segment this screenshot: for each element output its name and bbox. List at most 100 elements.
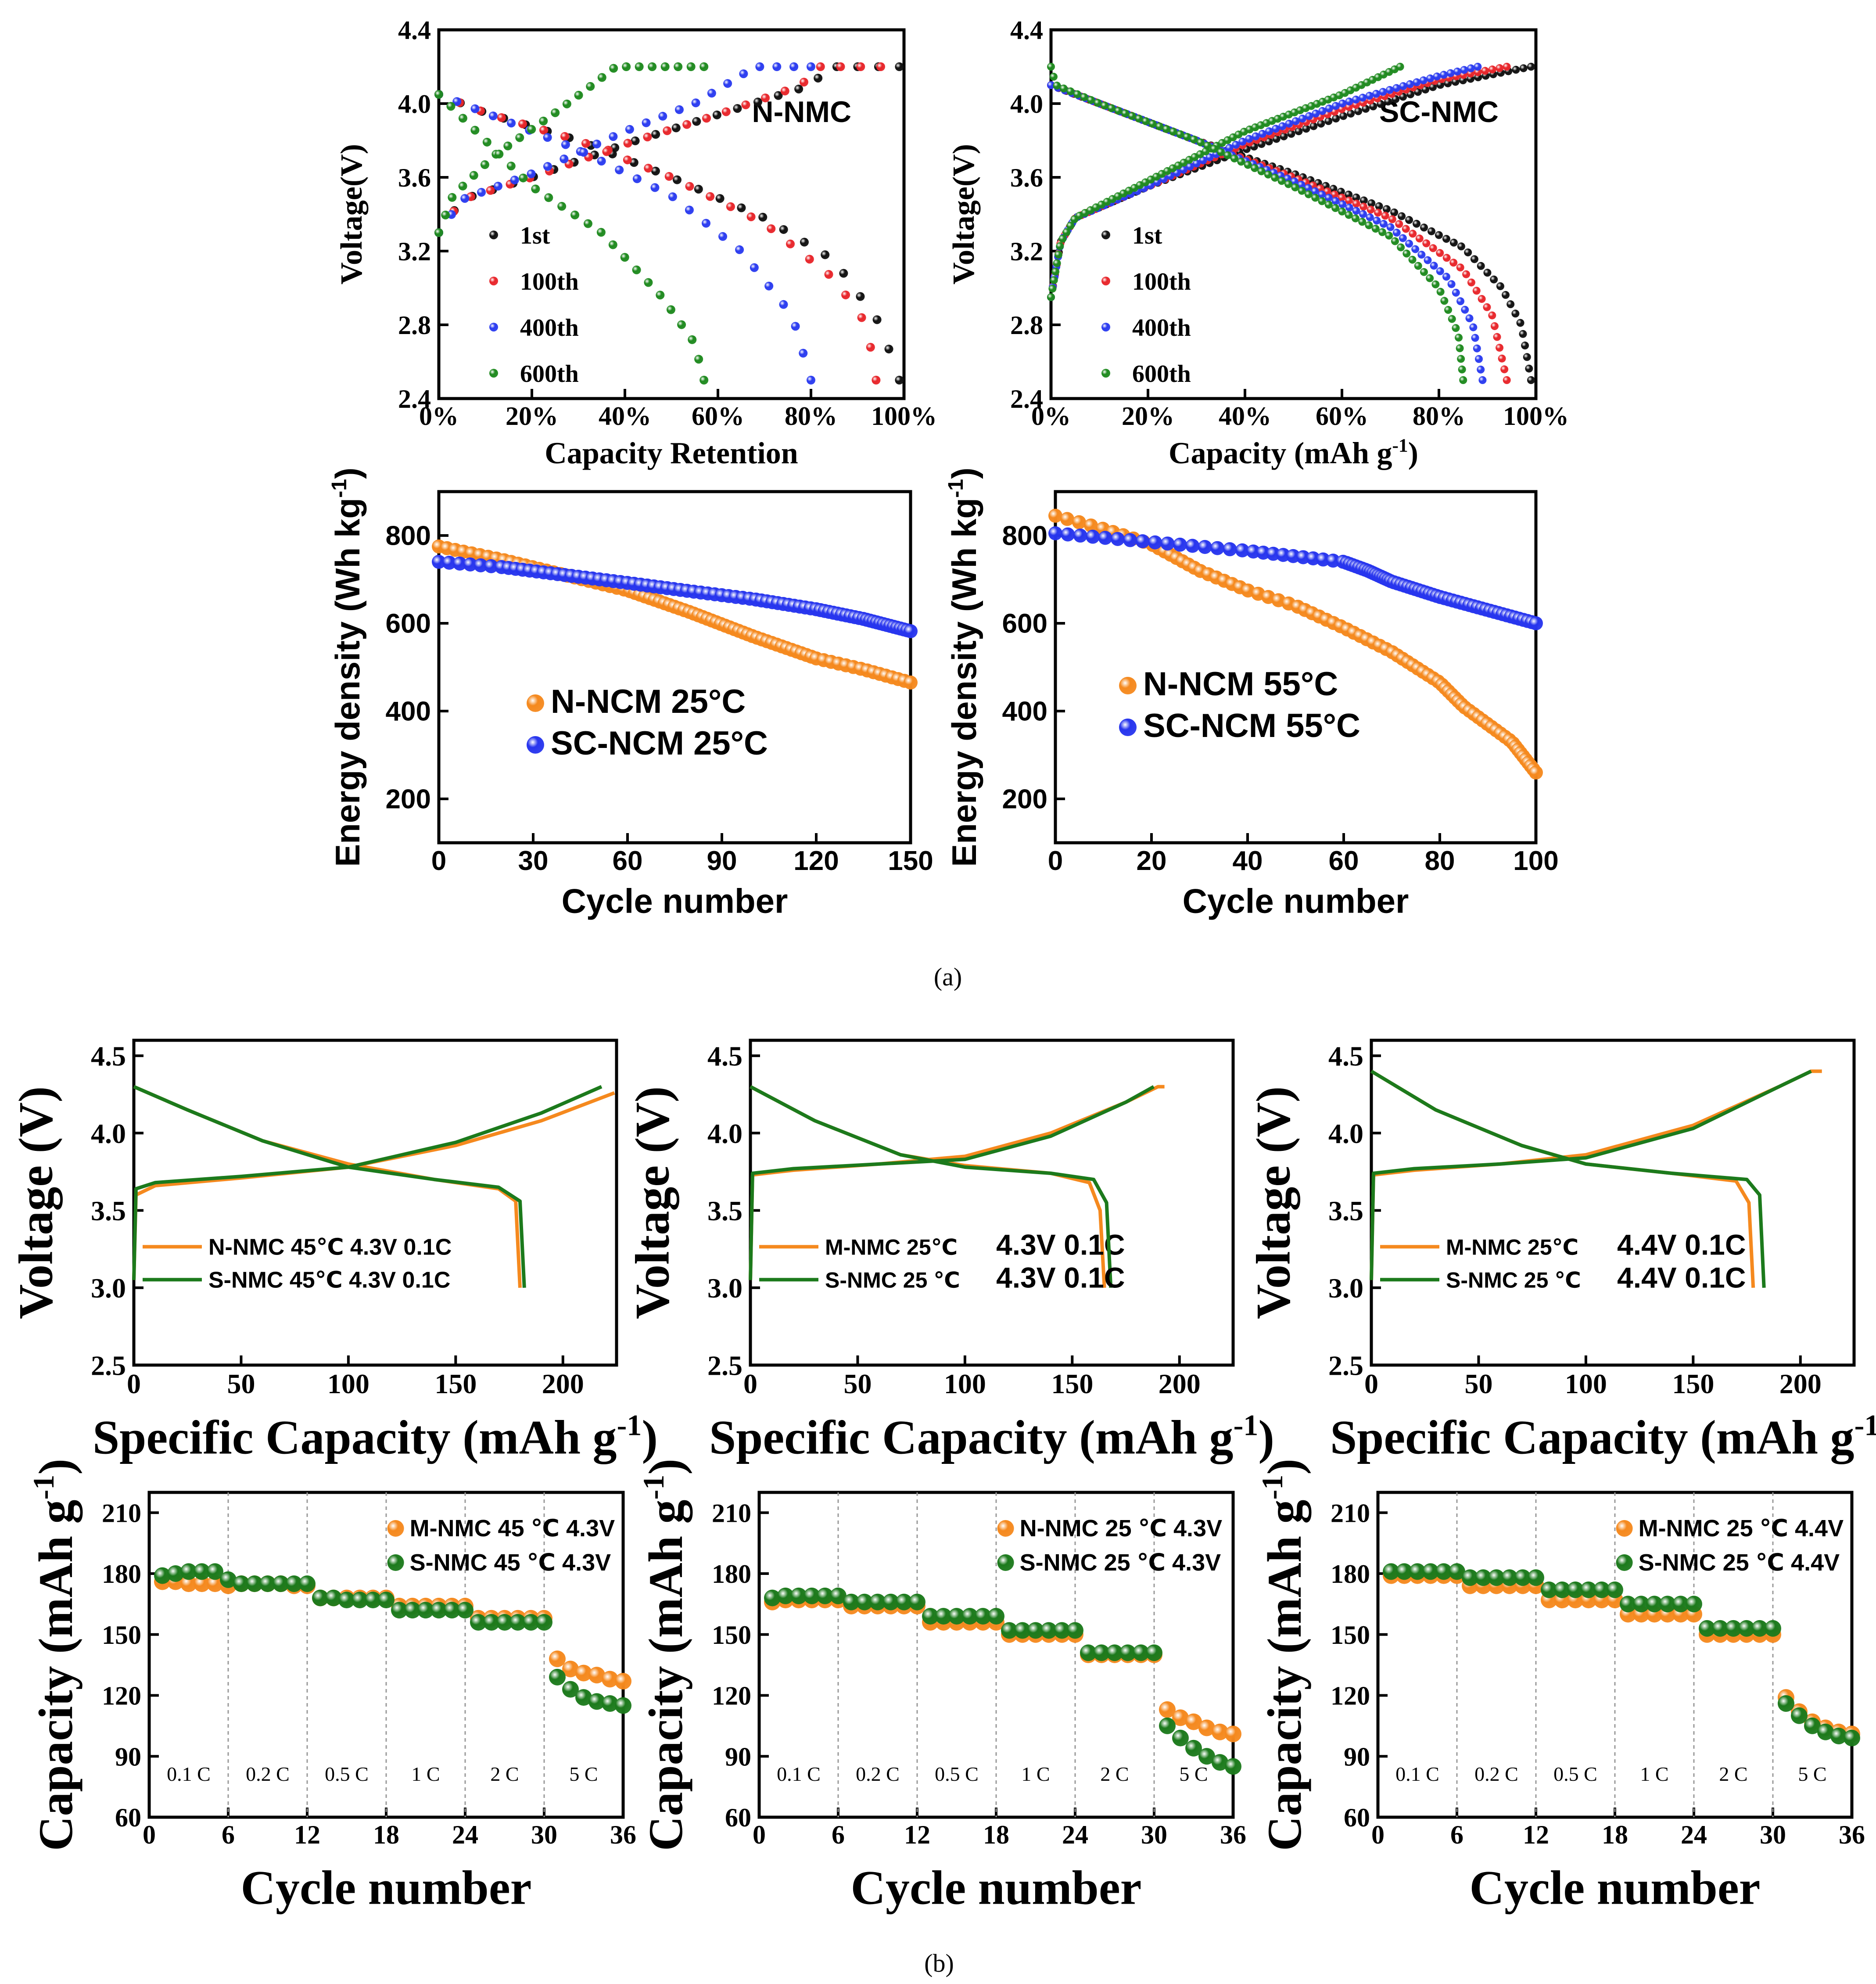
data-point-600th <box>557 202 567 211</box>
data-point-100th <box>1490 322 1499 331</box>
y-axis-label: Voltage(V) <box>335 144 369 284</box>
data-point-S-NMC 25 ℃ 4.4V <box>1462 1569 1478 1586</box>
y-axis-label-sup: -1 <box>1255 1475 1289 1500</box>
data-point-1st <box>1464 248 1472 257</box>
data-point-1st <box>753 97 763 107</box>
data-point-100th <box>824 270 833 279</box>
data-point-S-NMC 25 ℃ 4.3V <box>830 1587 847 1604</box>
data-point-600th <box>1455 334 1463 342</box>
legend-marker <box>997 1520 1014 1537</box>
rate-label: 2 C <box>1719 1763 1747 1785</box>
data-point-400th <box>1352 95 1360 104</box>
data-point-S-NMC 25 ℃ 4.3V <box>777 1587 794 1604</box>
legend-label: S-NMC 25 ℃ 4.3V <box>1020 1549 1221 1576</box>
legend-label: SC-NCM 25°C <box>551 725 768 762</box>
series-line-M-NMC 25℃ 4.4V 0.1C <box>1370 1069 1822 1280</box>
rate-label: 0.1 C <box>777 1763 821 1785</box>
data-point-N-NMC 25 ℃ 4.3V <box>1198 1719 1215 1736</box>
data-point-S-NMC 25 ℃ 4.4V <box>1580 1581 1597 1598</box>
data-point-S-NMC 25 ℃ 4.3V <box>817 1587 833 1604</box>
data-point-S-NMC 25 ℃ 4.3V <box>1027 1622 1044 1639</box>
data-point-400th <box>1272 125 1280 133</box>
data-point-600th <box>686 62 696 71</box>
data-point-100th <box>726 202 735 211</box>
data-point-400th <box>1385 86 1394 94</box>
data-point-S-NMC 45 ℃ 4.3V <box>444 1602 460 1619</box>
data-point-S-NMC 45 ℃ 4.3V <box>430 1602 447 1619</box>
data-point-1st <box>1435 231 1443 239</box>
y-tick-label: 3.5 <box>1328 1195 1363 1226</box>
data-point-600th <box>1456 344 1464 352</box>
legend-marker <box>1119 719 1137 736</box>
data-point-1st <box>895 376 904 385</box>
data-point-400th <box>1413 78 1421 86</box>
y-tick-label: 4.5 <box>707 1041 743 1072</box>
data-point-N-NMC 25 ℃ 4.3V <box>1212 1723 1228 1740</box>
data-point-100th <box>1496 344 1504 352</box>
data-point-SC-NCM 55°C <box>1223 542 1237 557</box>
data-point-600th <box>1244 161 1252 169</box>
data-point-400th <box>1238 137 1247 146</box>
data-point-S-NMC 25 ℃ 4.4V <box>1699 1620 1715 1637</box>
legend-marker <box>387 1554 404 1571</box>
data-point-S-NMC 45 ℃ 4.3V <box>259 1575 276 1592</box>
data-point-600th <box>656 291 665 300</box>
data-point-600th <box>1223 151 1232 159</box>
data-point-S-NMC 25 ℃ 4.3V <box>909 1593 925 1610</box>
data-point-600th <box>1444 306 1453 314</box>
data-point-100th <box>644 164 653 173</box>
data-point-S-NMC 45 ℃ 4.3V <box>154 1567 171 1584</box>
data-point-600th <box>1358 218 1367 226</box>
legend-label: S-NMC 25 ℃ <box>825 1268 960 1292</box>
data-point-1st <box>1413 219 1421 228</box>
data-point-600th <box>1066 222 1075 230</box>
data-point-400th <box>1379 88 1387 96</box>
data-point-100th <box>816 62 825 71</box>
data-point-S-NMC 25 ℃ 4.3V <box>1080 1644 1097 1661</box>
legend-label: M-NMC 25℃ <box>1446 1235 1578 1259</box>
data-point-400th <box>1447 280 1456 288</box>
data-point-400th <box>1304 184 1313 192</box>
data-point-600th <box>694 355 703 364</box>
data-point-400th <box>779 300 788 309</box>
data-point-100th <box>623 139 632 148</box>
data-point-1st <box>1398 212 1406 220</box>
data-point-600th <box>531 184 540 194</box>
data-point-400th <box>592 140 602 149</box>
rate-label: 5 C <box>1179 1763 1208 1785</box>
data-point-600th <box>1338 207 1346 216</box>
data-point-400th <box>1446 69 1455 77</box>
rate-label: 1 C <box>1021 1763 1050 1785</box>
data-point-600th <box>1457 355 1465 363</box>
data-point-1st <box>1359 196 1368 205</box>
chart-a1: 0% 20% 40% 60% 80% 100% 2.4 2.8 3.2 3.6 4.0 4.4 Capa… <box>335 16 937 471</box>
legend-label: N-NCM 55°C <box>1143 665 1338 703</box>
y-axis-label-sup: -1 <box>944 479 968 498</box>
data-point-100th <box>805 255 814 264</box>
x-axis-label-tail: ) <box>642 1411 658 1464</box>
data-point-S-NMC 25 ℃ 4.3V <box>1185 1740 1202 1757</box>
y-tick-label: 60 <box>725 1803 751 1832</box>
data-point-1st <box>814 73 823 83</box>
data-point-S-NMC 25 ℃ 4.4V <box>1396 1563 1413 1580</box>
data-point-600th <box>1162 125 1171 133</box>
data-point-600th <box>1114 107 1123 115</box>
data-point-S-NMC 25 ℃ 4.3V <box>1119 1644 1136 1661</box>
y-tick-label: 180 <box>712 1560 751 1589</box>
data-point-100th <box>780 86 789 96</box>
data-point-400th <box>718 232 728 241</box>
data-point-S-NMC 25 ℃ 4.4V <box>1449 1563 1465 1580</box>
data-point-600th <box>1459 376 1467 384</box>
x-tick-label: 20% <box>1122 402 1174 431</box>
data-point-400th <box>750 263 759 272</box>
data-point-S-NMC 45 ℃ 4.3V <box>417 1602 434 1619</box>
y-axis-label-tail: ) <box>639 1459 692 1475</box>
data-point-400th <box>764 281 774 291</box>
data-point-600th <box>574 90 583 100</box>
x-tick-label: 18 <box>1602 1820 1628 1849</box>
data-point-600th <box>1305 190 1313 198</box>
data-point-400th <box>615 165 624 175</box>
data-point-400th <box>674 105 684 114</box>
data-point-600th <box>1408 255 1417 264</box>
data-point-600th <box>1458 365 1466 374</box>
